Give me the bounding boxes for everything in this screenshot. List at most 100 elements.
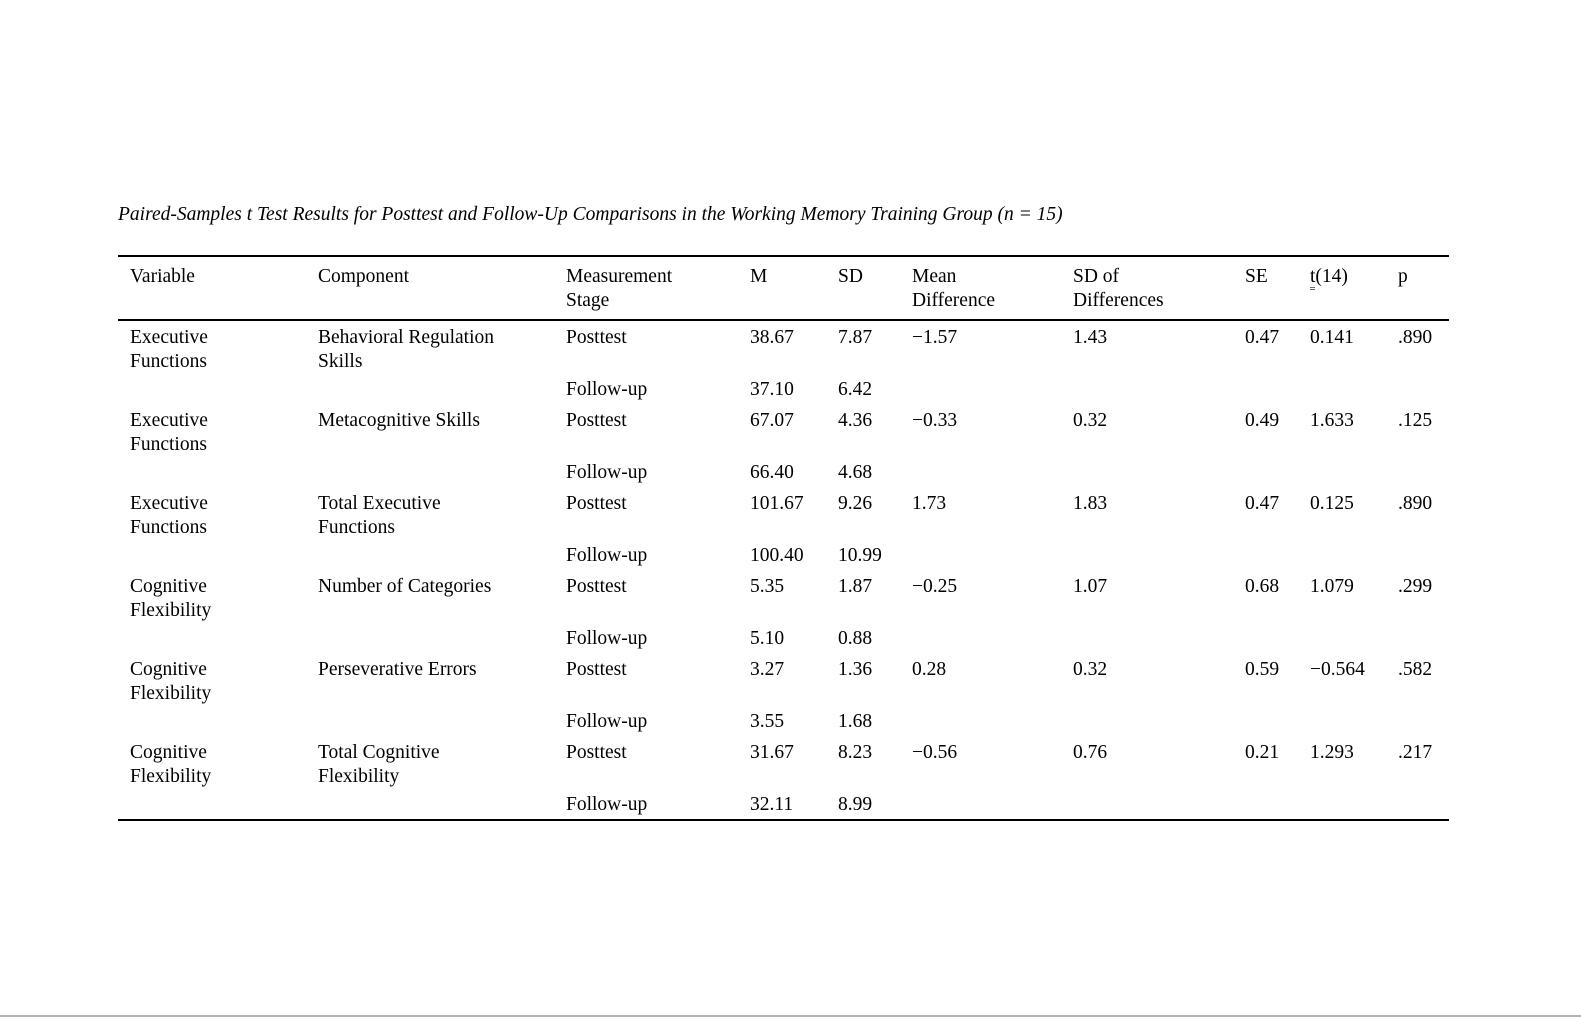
mean-difference-cell: −0.56: [912, 742, 958, 763]
header-measurement-line2: Stage: [566, 290, 610, 311]
variable-cell: [118, 374, 306, 404]
measurement-stage-cell: Posttest: [566, 576, 627, 597]
t-value-cell: [1298, 623, 1386, 653]
component-line: Metacognitive Skills: [318, 410, 480, 431]
header-mean-diff-line1: Mean: [912, 266, 957, 287]
p-value-cell: .217: [1398, 742, 1433, 763]
se-cell: [1233, 706, 1298, 736]
header-measurement-stage: Measurement Stage: [554, 256, 738, 320]
sd-cell: 8.23: [838, 742, 873, 763]
p-value-cell: [1386, 623, 1449, 653]
component-line: Skills: [318, 351, 363, 372]
t-value-cell: 1.633: [1310, 410, 1354, 431]
component-cell: Number of Categories: [306, 570, 554, 623]
m-cell: 3.55: [750, 711, 785, 732]
sd-cell: 1.36: [838, 659, 873, 680]
mean-difference-cell: −0.25: [912, 576, 958, 597]
measurement-stage-cell: Follow-up: [566, 379, 648, 400]
mean-difference-cell: −0.33: [912, 410, 958, 431]
p-value-cell: .125: [1398, 410, 1433, 431]
p-value-cell: [1386, 789, 1449, 820]
component-cell: Total Executive Functions: [306, 487, 554, 540]
p-value-cell: .582: [1398, 659, 1433, 680]
variable-line: Executive: [130, 493, 208, 514]
t-value-cell: −0.564: [1310, 659, 1365, 680]
t-value-cell: [1298, 706, 1386, 736]
variable-line: Functions: [130, 434, 207, 455]
sd-cell: 7.87: [838, 327, 873, 348]
m-cell: 5.10: [750, 628, 785, 649]
se-cell: [1233, 623, 1298, 653]
t-value-cell: 0.125: [1310, 493, 1354, 514]
t-value-cell: [1298, 457, 1386, 487]
component-line: Total Cognitive: [318, 742, 440, 763]
mean-difference-cell: [900, 457, 1061, 487]
variable-line: Functions: [130, 517, 207, 538]
sd-cell: 8.99: [838, 794, 873, 815]
sd-cell: 0.88: [838, 628, 873, 649]
p-value-cell: .890: [1398, 327, 1433, 348]
se-cell: 0.68: [1245, 576, 1280, 597]
variable-line: Flexibility: [130, 600, 212, 621]
measurement-stage-cell: Posttest: [566, 327, 627, 348]
table-row-followup: Follow-up 3.55 1.68: [118, 706, 1449, 736]
sd-of-differences-cell: [1061, 623, 1233, 653]
measurement-stage-cell: Follow-up: [566, 794, 648, 815]
measurement-stage-cell: Posttest: [566, 742, 627, 763]
sd-of-differences-cell: [1061, 706, 1233, 736]
table-header-row: Variable Component Measurement Stage M S…: [118, 256, 1449, 320]
variable-line: Flexibility: [130, 683, 212, 704]
component-cell: [306, 789, 554, 820]
sd-cell: 9.26: [838, 493, 873, 514]
mean-difference-cell: [900, 789, 1061, 820]
table-row-followup: Follow-up 66.40 4.68: [118, 457, 1449, 487]
sd-of-differences-cell: [1061, 374, 1233, 404]
sd-of-differences-cell: 0.76: [1073, 742, 1108, 763]
p-value-cell: .299: [1398, 576, 1433, 597]
variable-cell: Executive Functions: [118, 487, 306, 540]
table-title: Paired-Samples t Test Results for Postte…: [118, 204, 1063, 225]
variable-line: Cognitive: [130, 576, 207, 597]
variable-line: Executive: [130, 327, 208, 348]
variable-cell: Cognitive Flexibility: [118, 736, 306, 789]
m-cell: 3.27: [750, 659, 785, 680]
t-value-cell: [1298, 540, 1386, 570]
se-cell: 0.49: [1245, 410, 1280, 431]
sd-of-differences-cell: 0.32: [1073, 410, 1108, 431]
measurement-stage-cell: Follow-up: [566, 628, 648, 649]
header-sd-diff-line2: Differences: [1073, 290, 1164, 311]
t-value-cell: 0.141: [1310, 327, 1354, 348]
p-value-cell: .890: [1398, 493, 1433, 514]
component-cell: Metacognitive Skills: [306, 404, 554, 457]
m-cell: 100.40: [750, 545, 804, 566]
component-line: Behavioral Regulation: [318, 327, 494, 348]
table-row-posttest: Executive Functions Behavioral Regulation S…: [118, 320, 1449, 374]
sd-cell: 6.42: [838, 379, 873, 400]
mean-difference-cell: −1.57: [912, 327, 958, 348]
component-line: Total Executive: [318, 493, 441, 514]
m-cell: 37.10: [750, 379, 794, 400]
header-variable: Variable: [130, 266, 195, 287]
m-cell: 5.35: [750, 576, 785, 597]
variable-cell: [118, 457, 306, 487]
se-cell: [1233, 457, 1298, 487]
se-cell: 0.47: [1245, 493, 1280, 514]
component-line: Flexibility: [318, 766, 400, 787]
variable-cell: [118, 540, 306, 570]
t-value-cell: 1.079: [1310, 576, 1354, 597]
m-cell: 66.40: [750, 462, 794, 483]
variable-line: Executive: [130, 410, 208, 431]
measurement-stage-cell: Posttest: [566, 493, 627, 514]
mean-difference-cell: [900, 706, 1061, 736]
p-value-cell: [1386, 457, 1449, 487]
sd-cell: 1.87: [838, 576, 873, 597]
header-sd: SD: [838, 266, 863, 287]
header-se: SE: [1245, 266, 1268, 287]
t-degrees-of-freedom: (14): [1315, 266, 1348, 287]
variable-cell: Cognitive Flexibility: [118, 570, 306, 623]
component-cell: [306, 374, 554, 404]
header-mean-diff-line2: Difference: [912, 290, 995, 311]
p-value-cell: [1386, 374, 1449, 404]
p-value-cell: [1386, 540, 1449, 570]
table-row-followup: Follow-up 5.10 0.88: [118, 623, 1449, 653]
